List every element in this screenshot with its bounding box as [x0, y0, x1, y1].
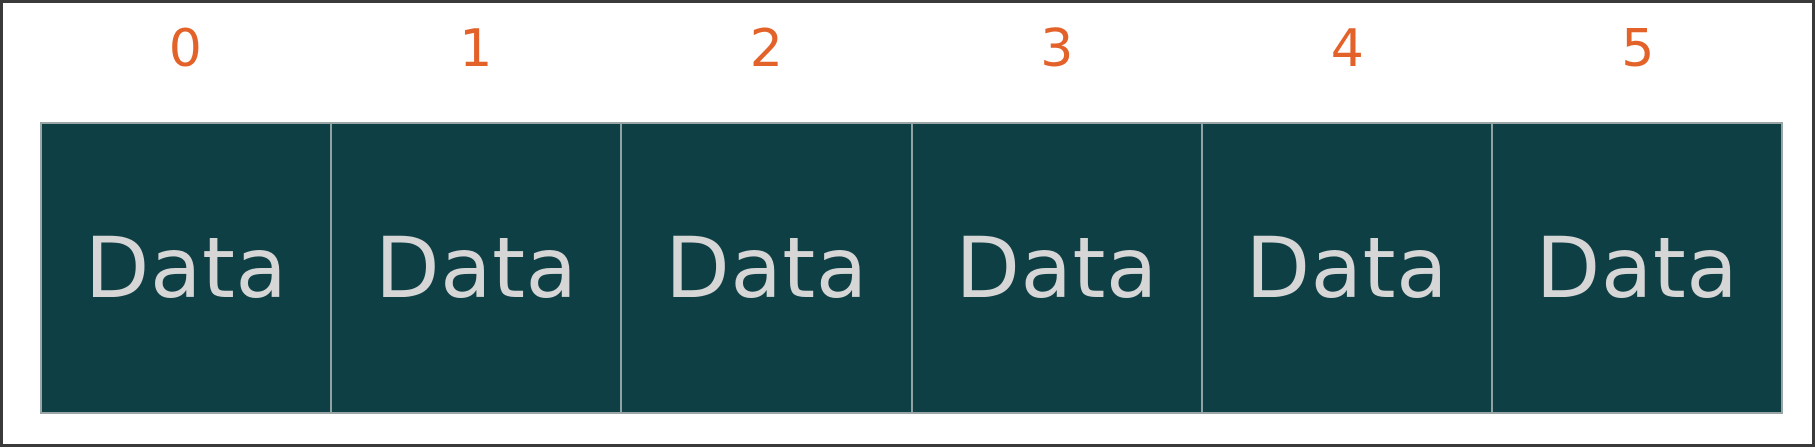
- array-cells: Data Data Data Data Data Data: [40, 122, 1783, 414]
- array-cell-1: Data: [332, 124, 623, 412]
- array-cell-2: Data: [622, 124, 913, 412]
- array-index-3: 3: [1040, 19, 1074, 79]
- array-index-4: 4: [1330, 19, 1364, 79]
- array-cell-3: Data: [913, 124, 1203, 412]
- array-index-0: 0: [168, 19, 202, 79]
- array-cell-5: Data: [1535, 219, 1739, 317]
- array-cell-0: Data: [42, 124, 333, 412]
- array-index-5: 5: [1621, 19, 1655, 79]
- array-cell-4: Data: [1203, 124, 1493, 412]
- array-index-1: 1: [459, 19, 493, 79]
- array-index-2: 2: [749, 19, 783, 79]
- index-row: 0 1 2 3 4 5: [40, 19, 1783, 79]
